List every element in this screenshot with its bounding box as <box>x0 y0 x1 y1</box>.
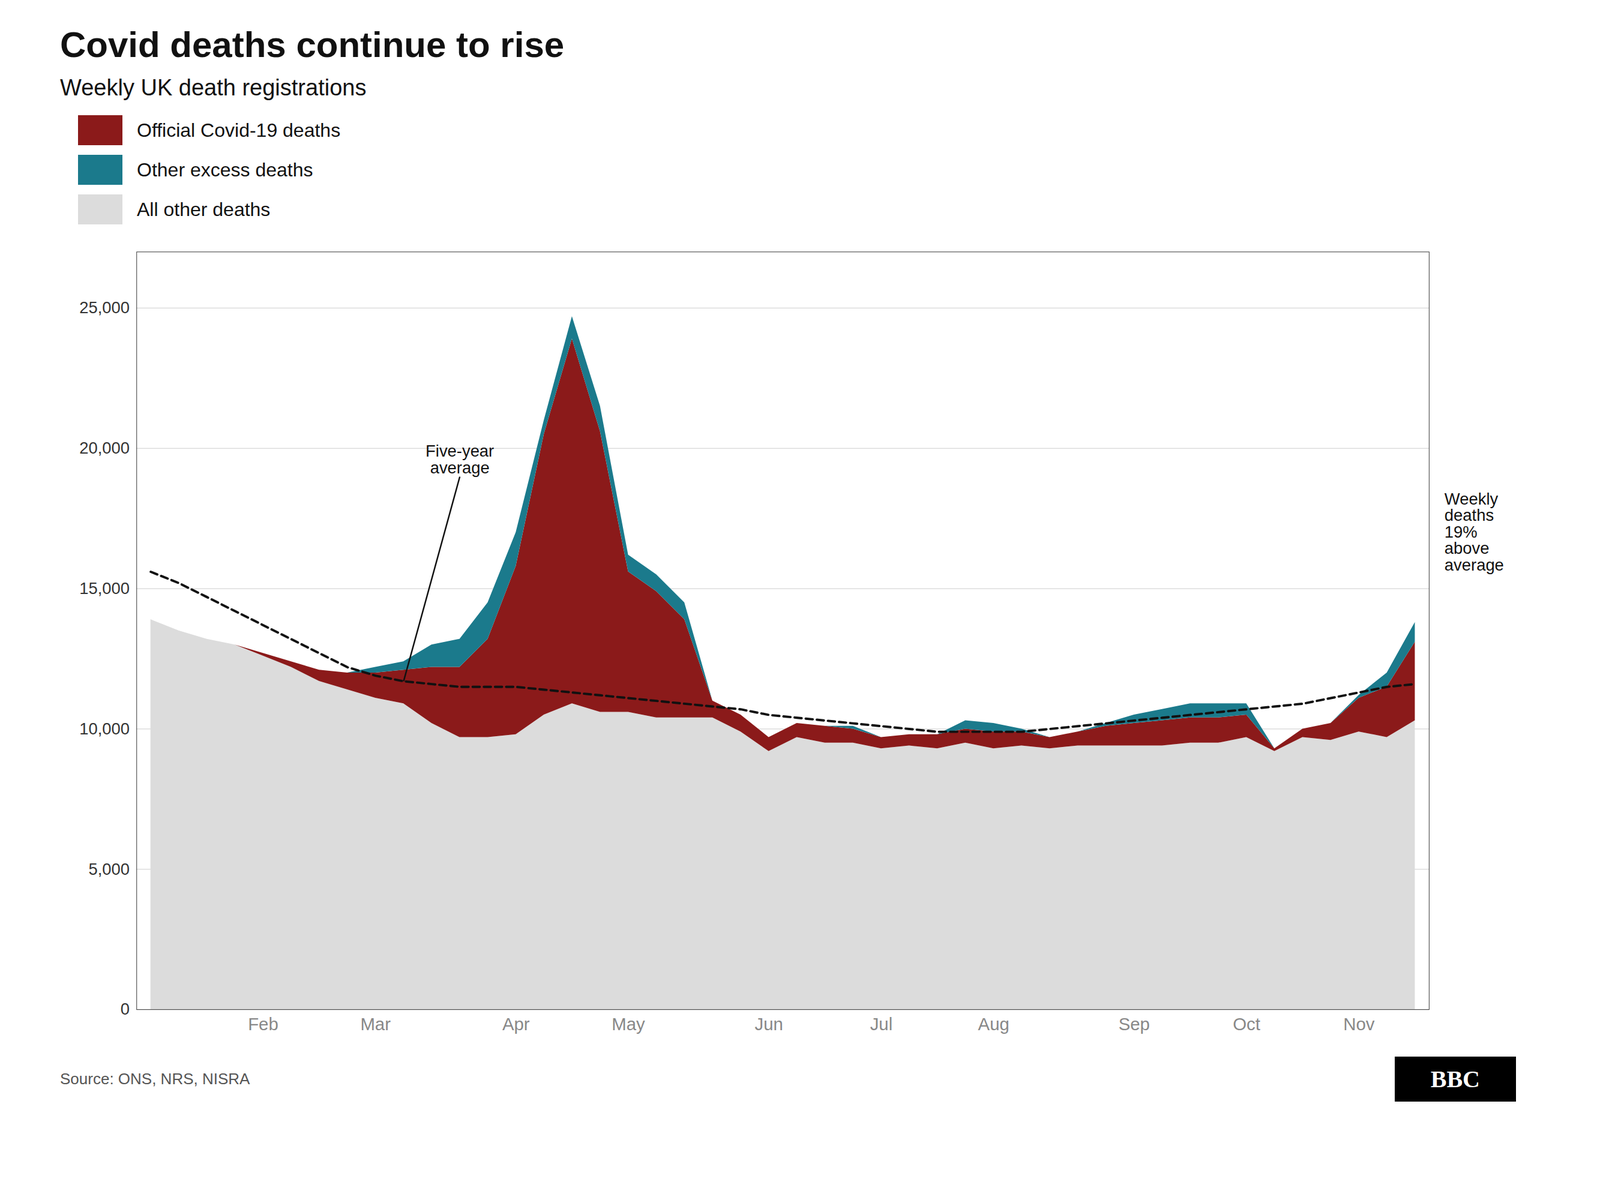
svg-text:20,000: 20,000 <box>79 438 130 458</box>
svg-text:Jul: Jul <box>870 1014 894 1035</box>
html-text:Official Covid-19 deaths: Official Covid-19 deaths <box>136 119 341 141</box>
svg-text:Feb: Feb <box>247 1014 279 1035</box>
svg-text:Nov: Nov <box>1343 1014 1375 1035</box>
html-text:All other deaths: All other deaths <box>136 198 271 220</box>
svg-text:Sep: Sep <box>1118 1014 1150 1035</box>
html-text:Covid deaths continue to rise: Covid deaths continue to rise <box>60 24 565 65</box>
html-text:Other excess deaths: Other excess deaths <box>136 158 313 181</box>
svg-text:Mar: Mar <box>360 1014 391 1035</box>
svg-text:Aug: Aug <box>978 1014 1010 1035</box>
svg-text:0: 0 <box>120 999 130 1019</box>
svg-text:15,000: 15,000 <box>79 579 130 598</box>
svg-text:Weeklydeaths19%aboveaverage: Weeklydeaths19%aboveaverage <box>1444 489 1504 575</box>
svg-text:Five-yearaverage: Five-yearaverage <box>425 441 494 477</box>
svg-text:5,000: 5,000 <box>88 860 130 879</box>
svg-text:10,000: 10,000 <box>79 719 130 739</box>
html-text:BBC: BBC <box>1430 1065 1480 1093</box>
html-text:Source: ONS, NRS, NISRA: Source: ONS, NRS, NISRA <box>60 1069 250 1088</box>
svg-text:Oct: Oct <box>1232 1014 1261 1035</box>
svg-text:25,000: 25,000 <box>79 298 130 317</box>
svg-text:Jun: Jun <box>754 1014 783 1035</box>
svg-text:Apr: Apr <box>502 1014 530 1035</box>
svg-text:May: May <box>611 1014 646 1035</box>
html-text:Weekly UK death registrations: Weekly UK death registrations <box>60 75 367 101</box>
